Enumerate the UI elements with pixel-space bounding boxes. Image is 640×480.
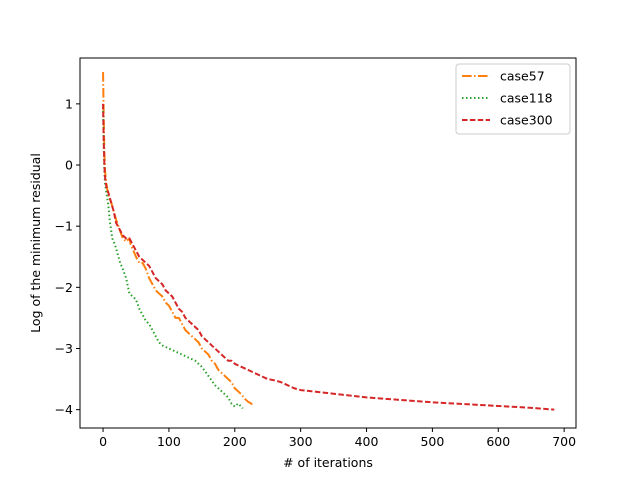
y-tick-label: 1	[65, 96, 73, 111]
legend: case57 case118 case300	[455, 63, 571, 135]
legend-label-case300: case300	[500, 113, 553, 128]
series-layer	[102, 72, 555, 411]
x-tick-label: 600	[486, 434, 510, 449]
legend-frame	[455, 63, 571, 135]
series-line-case118	[102, 106, 244, 410]
x-tick-label: 0	[99, 434, 107, 449]
x-tick-label: 400	[355, 434, 379, 449]
legend-label-case57: case57	[500, 69, 545, 84]
y-tick-label: −4	[55, 402, 73, 417]
series-line-case300	[102, 103, 555, 411]
plot-frame	[79, 57, 577, 429]
y-axis-label: Log of the minimum residual	[28, 153, 43, 333]
legend-label-case118: case118	[500, 91, 553, 106]
y-tick-label: −2	[55, 280, 73, 295]
series-line-case57	[102, 72, 255, 408]
ticks-layer: 0 100 200 300 400 500 600 700 −4 −3 −2 −1 0 1	[55, 96, 577, 449]
x-tick-label: 500	[420, 434, 444, 449]
y-tick-label: 0	[65, 158, 73, 173]
x-axis-label: # of iterations	[283, 455, 373, 470]
x-tick-label: 100	[157, 434, 181, 449]
y-tick-label: −3	[55, 341, 73, 356]
y-tick-label: −1	[55, 219, 73, 234]
x-tick-label: 200	[223, 434, 247, 449]
x-tick-label: 700	[552, 434, 576, 449]
x-tick-label: 300	[289, 434, 313, 449]
